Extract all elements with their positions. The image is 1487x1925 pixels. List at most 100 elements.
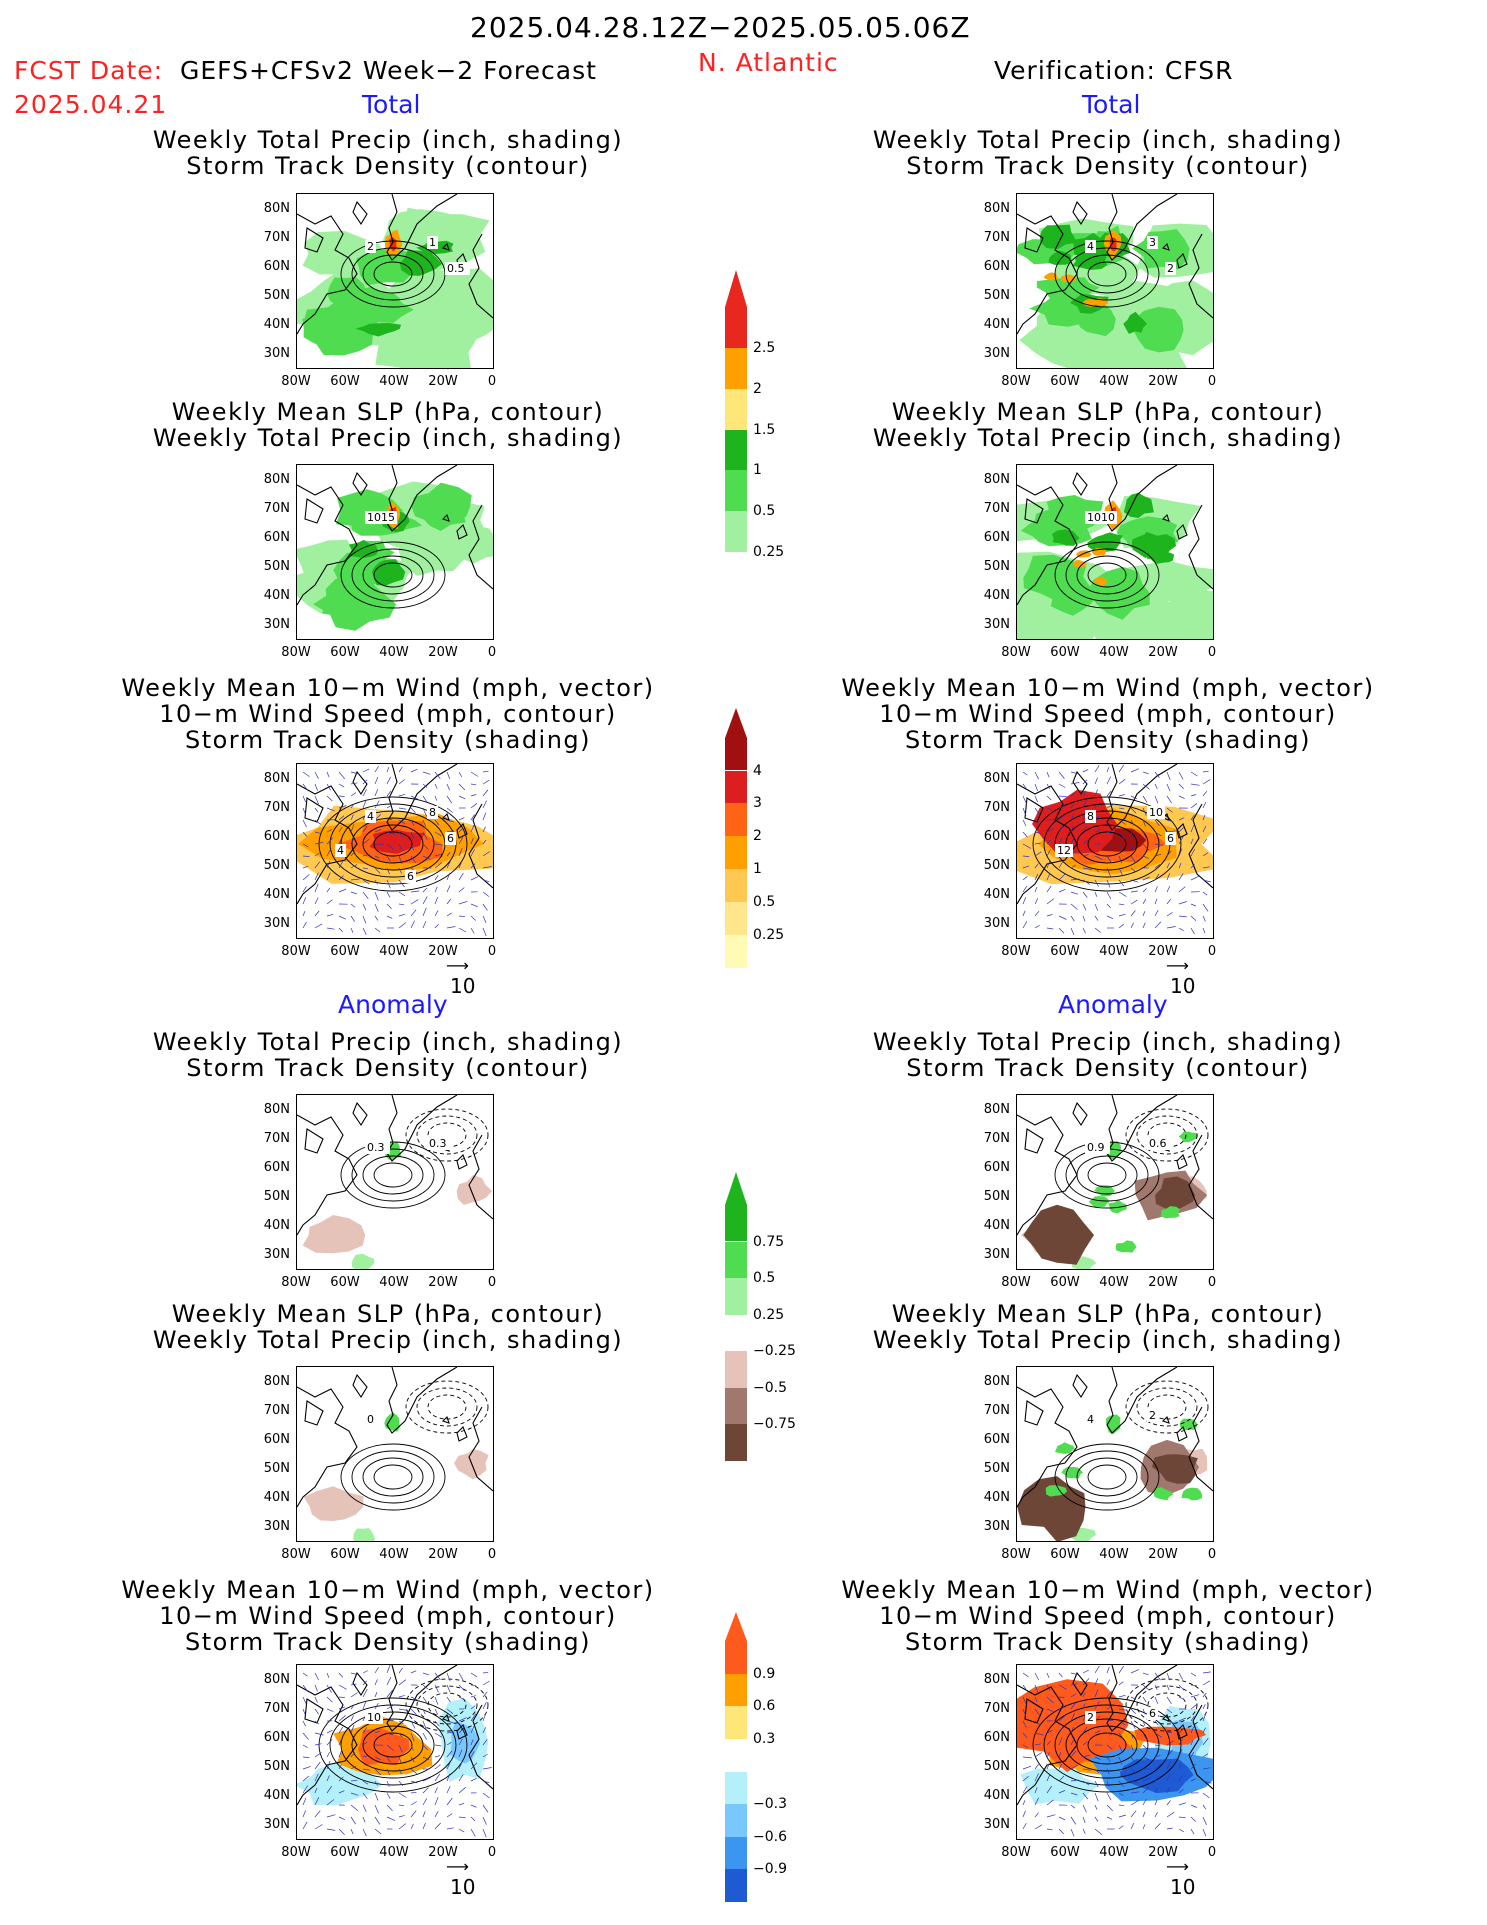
anomaly-shade xyxy=(1023,1204,1094,1265)
panel-title: Weekly Total Precip (inch, shading) xyxy=(152,1326,624,1354)
panel-title: Weekly Mean SLP (hPa, contour) xyxy=(171,1300,605,1328)
contour-lines xyxy=(1054,240,1160,308)
contour-label: 6 xyxy=(407,870,414,883)
lat-tick-label: 60N xyxy=(263,1730,290,1745)
panel-title: Weekly Mean SLP (hPa, contour) xyxy=(171,398,605,426)
colorbar-segment xyxy=(725,470,747,512)
lat-tick-label: 40N xyxy=(983,1490,1010,1505)
colorbar-segment xyxy=(725,511,747,553)
contour-label: 4 xyxy=(1087,1413,1094,1426)
lon-tick-label: 80W xyxy=(281,1275,311,1290)
lon-tick-label: 80W xyxy=(1001,944,1031,959)
contour-label: 0.5 xyxy=(447,262,465,275)
lon-tick-label: 40W xyxy=(379,1845,409,1860)
lat-tick-label: 60N xyxy=(263,829,290,844)
lat-tick-label: 70N xyxy=(983,501,1010,516)
lon-tick-label: 60W xyxy=(1050,645,1080,660)
model-label: GEFS+CFSv2 Week−2 Forecast xyxy=(180,56,597,85)
contour-label-bg xyxy=(1085,1413,1096,1426)
section-total-right: Total xyxy=(1082,90,1141,119)
lon-tick-label: 0 xyxy=(1207,1275,1217,1290)
anomaly-shade xyxy=(1179,1418,1198,1431)
lon-tick-label: 20W xyxy=(1148,1547,1178,1562)
lon-tick-label: 20W xyxy=(428,944,458,959)
lon-tick-label: 20W xyxy=(428,1275,458,1290)
lat-tick-label: 80N xyxy=(263,1374,290,1389)
arrow-icon: ⟶ xyxy=(1166,956,1189,975)
lon-tick-label: 80W xyxy=(281,1845,311,1860)
contour-lines xyxy=(340,541,446,609)
date-range-title: 2025.04.28.12Z−2025.05.05.06Z xyxy=(470,11,971,44)
precip-shade xyxy=(415,495,466,531)
vector-reference-value: 10 xyxy=(450,1875,476,1899)
panel-title: Weekly Total Precip (inch, shading) xyxy=(152,424,624,452)
contour-label: 3 xyxy=(1149,236,1156,249)
panel-title: Weekly Total Precip (inch, shading) xyxy=(152,1028,624,1056)
lon-tick-label: 40W xyxy=(1099,1845,1129,1860)
lat-tick-label: 80N xyxy=(983,771,1010,786)
contour-label-bg xyxy=(365,240,376,253)
map-panel: 2 1 0.5 xyxy=(296,193,494,369)
precip-shade xyxy=(1039,224,1078,249)
lon-tick-label: 60W xyxy=(330,1845,360,1860)
arrow-icon: ⟶ xyxy=(446,1857,469,1876)
colorbar-label: 2 xyxy=(753,828,762,845)
colorbar-label: 0.5 xyxy=(753,1270,776,1287)
lon-tick-label: 40W xyxy=(1099,944,1129,959)
contour-label: 4 xyxy=(367,810,374,823)
colorbar-top-arrow xyxy=(725,270,747,307)
vector-reference: ⟶ 10 xyxy=(1166,1859,1195,1900)
lon-tick-label: 60W xyxy=(330,1547,360,1562)
lat-tick-label: 50N xyxy=(983,559,1010,574)
lon-tick-label: 80W xyxy=(281,1547,311,1562)
colorbar-label: 0.25 xyxy=(753,926,785,943)
colorbar-segment xyxy=(725,1314,747,1352)
colorbar-segment xyxy=(725,902,747,935)
anomaly-shade xyxy=(1108,1199,1127,1214)
lon-tick-label: 40W xyxy=(379,1547,409,1562)
colorbar-label: 3 xyxy=(753,795,762,812)
map-panel: 10 xyxy=(296,1664,494,1840)
panel-title: Weekly Mean 10−m Wind (mph, vector) xyxy=(121,674,655,702)
contour-label-bg xyxy=(1085,810,1096,823)
lon-tick-label: 80W xyxy=(1001,374,1031,389)
lon-tick-label: 0 xyxy=(1207,944,1217,959)
panel-title: Storm Track Density (contour) xyxy=(906,152,1310,180)
contour-lines-negative xyxy=(405,1380,489,1434)
lat-tick-label: 50N xyxy=(983,1461,1010,1476)
lon-tick-label: 20W xyxy=(428,645,458,660)
lat-tick-label: 30N xyxy=(263,916,290,931)
contour-label: 0.3 xyxy=(429,1137,447,1150)
lon-tick-label: 60W xyxy=(1050,1845,1080,1860)
colorbar-precip-total: 2.5 2 1.5 1 0.5 0.25 xyxy=(725,270,784,560)
lat-tick-label: 40N xyxy=(983,317,1010,332)
contour-label: 0.6 xyxy=(1149,1137,1167,1150)
colorbar-label: 0.75 xyxy=(753,1233,785,1250)
contour-label: 2 xyxy=(367,240,374,253)
anomaly-shade xyxy=(1152,1454,1198,1484)
colorbar-segment xyxy=(725,869,747,903)
contour-lines-negative xyxy=(1125,1380,1209,1434)
lon-tick-label: 60W xyxy=(1050,374,1080,389)
lon-tick-label: 40W xyxy=(379,374,409,389)
colorbar-label: −0.9 xyxy=(753,1861,787,1878)
anomaly-shade xyxy=(456,1175,493,1205)
colorbar-segment xyxy=(725,1804,747,1837)
precip-shade xyxy=(355,323,402,337)
lat-tick-label: 60N xyxy=(983,829,1010,844)
lat-tick-label: 60N xyxy=(983,259,1010,274)
anomaly-shade xyxy=(351,1253,375,1269)
lat-tick-label: 30N xyxy=(983,1519,1010,1534)
anomaly-shade xyxy=(1061,1466,1083,1479)
lon-tick-label: 0 xyxy=(487,374,497,389)
contour-lines xyxy=(340,1141,446,1209)
lon-tick-label: 60W xyxy=(1050,944,1080,959)
anomaly-shade xyxy=(384,1412,400,1432)
contour-label-bg xyxy=(1085,240,1096,253)
vector-reference: ⟶ 10 xyxy=(446,958,475,999)
contour-label-bg xyxy=(427,236,438,249)
precip-shade xyxy=(398,522,475,576)
panel-title: 10−m Wind Speed (mph, contour) xyxy=(159,700,617,728)
